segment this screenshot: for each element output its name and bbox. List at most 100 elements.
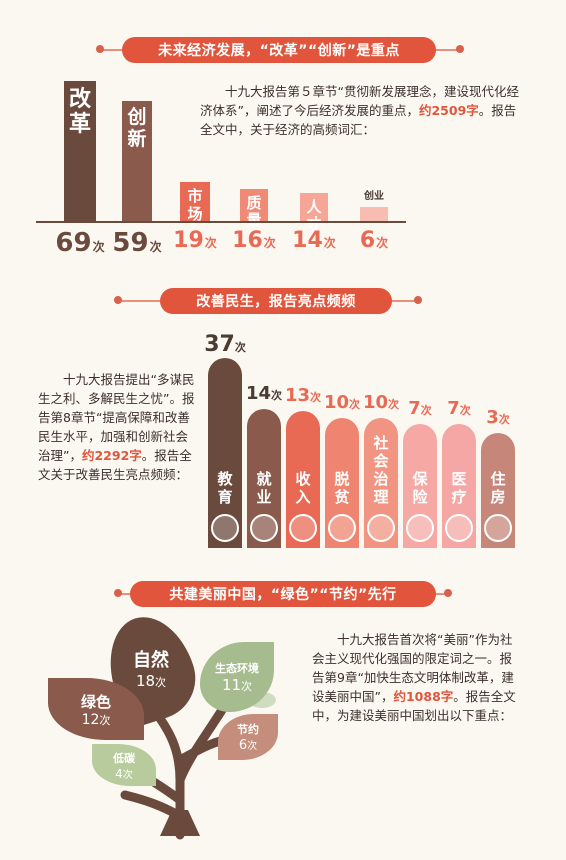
bar-value: 19 bbox=[173, 228, 204, 253]
bar-label: 创新 bbox=[127, 106, 147, 151]
bar-4: 社会治理 bbox=[364, 417, 398, 548]
unit-label: 次 bbox=[241, 680, 253, 693]
bar-value: 7 bbox=[408, 398, 421, 420]
banner-dot-right bbox=[456, 45, 464, 53]
unit-label: 次 bbox=[247, 741, 258, 752]
section3-text-after: 。报告全文中，为建设美丽中国划出以下重点： bbox=[312, 689, 516, 723]
bar-value: 13 bbox=[284, 384, 311, 406]
unit-label: 次 bbox=[420, 404, 432, 418]
bar-label: 收入 bbox=[295, 469, 311, 506]
section1-banner-text: 未来经济发展，“改革”“创新”是重点 bbox=[158, 43, 400, 59]
bar-value: 10 bbox=[323, 391, 350, 413]
bar-label: 创业 bbox=[364, 191, 384, 202]
unit-label: 次 bbox=[122, 769, 133, 781]
bar-label: 教育 bbox=[217, 470, 233, 506]
bar-6: 医疗 bbox=[442, 424, 476, 548]
leaf-saving-label: 节约 bbox=[237, 723, 259, 736]
bar-count: 13次 bbox=[280, 385, 326, 406]
section1-text: 十九大报告第５章节“贯彻新发展理念，建设现代化经济体系”，阐述了今后经济发展的重… bbox=[200, 84, 519, 118]
unit-label: 次 bbox=[149, 240, 162, 254]
bar-count: 16 次 bbox=[224, 228, 284, 253]
chart1-baseline bbox=[36, 221, 406, 223]
bar-1: 创新 bbox=[122, 101, 152, 221]
section1-banner: 未来经济发展，“改革”“创新”是重点 bbox=[122, 37, 436, 63]
section1-paragraph: 十九大报告第５章节“贯彻新发展理念，建设现代化经济体系”，阐述了今后经济发展的重… bbox=[200, 82, 522, 139]
bar-1: 就业 bbox=[247, 408, 281, 548]
banner-dot-left bbox=[114, 296, 122, 304]
bar-label: 质量 bbox=[246, 193, 262, 229]
house-icon bbox=[484, 514, 512, 542]
people-icon bbox=[250, 513, 278, 542]
briefcase-icon bbox=[406, 513, 434, 542]
unit-label: 次 bbox=[349, 397, 361, 411]
bar-count: 10次 bbox=[319, 392, 365, 413]
leaf-nature-label: 自然 bbox=[133, 650, 169, 671]
bar-4: 人才 bbox=[300, 192, 328, 232]
bar-value: 3 bbox=[486, 407, 499, 428]
bar-0: 改革 bbox=[64, 81, 96, 221]
bar-value: 37 bbox=[204, 332, 235, 357]
section3-paragraph: 十九大报告首次将“美丽”作为社会主义现代化强国的限定词之一。报告第9章“加快生态… bbox=[312, 630, 524, 725]
bar-label: 医疗 bbox=[451, 469, 467, 506]
leaf-low-carbon-value: 4 bbox=[115, 766, 123, 781]
bar-label: 社会治理 bbox=[373, 433, 389, 506]
unit-label: 次 bbox=[498, 413, 510, 426]
bar-value: 7 bbox=[447, 398, 460, 420]
bar-2: 市场 bbox=[180, 182, 210, 223]
section2-highlight: 约2292字 bbox=[81, 448, 142, 463]
bar-value: 14 bbox=[292, 228, 323, 253]
unit-label: 次 bbox=[388, 397, 400, 411]
bar-5: 保险 bbox=[403, 424, 437, 548]
leaf-green-value: 12 bbox=[81, 711, 100, 728]
section2-text-after: 。报告全文关于改善民生亮点频频： bbox=[38, 448, 192, 482]
bar-label: 市场 bbox=[187, 187, 203, 223]
section2-text: 十九大报告提出“多谋民生之利、多解民生之忧”。报告第8章节“提高保障和改善民生水… bbox=[38, 372, 195, 463]
stethoscope-icon bbox=[445, 513, 473, 542]
banner-dot-right bbox=[414, 296, 422, 304]
unit-label: 次 bbox=[155, 676, 167, 689]
unit-label: 次 bbox=[204, 236, 217, 250]
bar-value: 69 bbox=[55, 228, 92, 258]
bar-2: 收入 bbox=[286, 410, 320, 548]
unit-label: 次 bbox=[99, 713, 111, 727]
bar-label: 保险 bbox=[412, 469, 428, 506]
leaf-low-carbon-label: 低碳 bbox=[113, 751, 135, 765]
bar-value: 59 bbox=[112, 228, 149, 258]
unit-label: 次 bbox=[263, 236, 276, 250]
section1-highlight: 约2509字 bbox=[418, 103, 479, 118]
bar-count: 3次 bbox=[475, 407, 521, 428]
book-icon bbox=[211, 514, 239, 542]
bar-count: 37次 bbox=[202, 332, 248, 357]
unit-label: 次 bbox=[271, 388, 283, 402]
unit-label: 次 bbox=[323, 236, 336, 250]
section2-banner: 改善民生，报告亮点频频 bbox=[160, 288, 392, 314]
banner-dot-left bbox=[114, 589, 122, 597]
bar-label: 就业 bbox=[256, 469, 272, 506]
bar-label: 改革 bbox=[68, 87, 91, 138]
leaf-nature-value: 18 bbox=[135, 672, 156, 690]
section1-text-after: 。报告全文中，关于经济的高频词汇： bbox=[200, 103, 517, 137]
bar-0: 教育 bbox=[208, 358, 242, 548]
bar-count: 69 次 bbox=[50, 228, 110, 258]
unit-label: 次 bbox=[459, 404, 471, 418]
bar-3: 脱贫 bbox=[325, 417, 359, 548]
bar-value: 6 bbox=[359, 228, 376, 253]
section3-banner: 共建美丽中国，“绿色”“节约”先行 bbox=[130, 581, 436, 607]
bar-value: 16 bbox=[232, 228, 263, 253]
banner-dot-left bbox=[96, 45, 104, 53]
leaf-green-label: 绿色 bbox=[80, 692, 111, 711]
tree-base bbox=[160, 810, 200, 836]
handshake-icon bbox=[328, 513, 356, 542]
unit-label: 次 bbox=[376, 236, 389, 250]
bar-count: 7次 bbox=[436, 398, 482, 419]
bar-count: 19 次 bbox=[165, 228, 225, 253]
bar-count: 59 次 bbox=[107, 228, 167, 258]
bar-7: 住房 bbox=[481, 433, 515, 548]
section2-banner-text: 改善民生，报告亮点频频 bbox=[196, 294, 356, 310]
bar-count: 7次 bbox=[397, 398, 443, 419]
unit-label: 次 bbox=[234, 341, 246, 354]
unit-label: 次 bbox=[92, 240, 105, 254]
